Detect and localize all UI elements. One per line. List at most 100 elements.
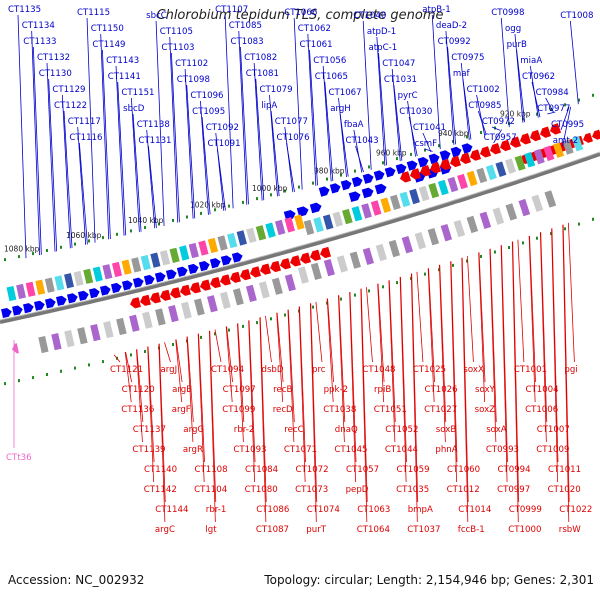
cog-block-shape: [531, 194, 544, 212]
cog-block-shape: [121, 259, 132, 275]
cog-block-shape: [294, 214, 305, 230]
leader-line: [326, 298, 334, 403]
gene-label: CT0985: [468, 101, 501, 111]
leader-line: [493, 129, 502, 144]
reverse-cds-shape: [130, 297, 141, 309]
forward-cds: [143, 274, 155, 286]
leader-line: [307, 33, 317, 186]
gene-label: atpC-1: [369, 43, 398, 53]
gene-label: dsbD: [262, 365, 284, 375]
track-dot: [102, 236, 104, 240]
leader-line: [269, 94, 278, 197]
leader-line: [551, 228, 559, 463]
cog-block: [25, 281, 36, 297]
leader-line: [124, 352, 132, 403]
gene-label: CT0995: [551, 120, 584, 130]
cog-block: [361, 203, 372, 219]
track-dot: [438, 144, 440, 148]
reverse-cds-shape: [300, 252, 311, 264]
cog-block-shape: [457, 173, 468, 190]
track-dot: [102, 360, 104, 364]
leader-line: [225, 326, 233, 403]
reverse-cds: [510, 136, 522, 148]
leader-line: [501, 245, 508, 463]
track-dot: [326, 177, 328, 181]
gene-label: miaA: [520, 56, 542, 66]
leader-line: [562, 224, 570, 523]
forward-cds-shape: [329, 183, 341, 194]
leader-line: [551, 228, 558, 483]
cog-block-shape: [194, 298, 205, 316]
track-dot: [158, 222, 160, 226]
cog-block: [64, 273, 74, 289]
forward-cds: [176, 266, 188, 277]
track-dot: [564, 103, 566, 107]
track-dot: [172, 343, 174, 346]
leader-line: [214, 329, 222, 363]
track-dot: [32, 376, 34, 380]
track-dot: [228, 204, 230, 208]
scale-tick-label: 1000 kbp: [252, 184, 288, 193]
gene-label: CT1095: [192, 107, 225, 117]
cog-block: [38, 335, 49, 354]
gene-label: CT1142: [144, 485, 177, 495]
leader-line: [422, 132, 432, 153]
forward-cds: [283, 209, 296, 221]
leader-line: [529, 235, 536, 383]
cog-block-shape: [102, 264, 113, 280]
reverse-cds: [240, 268, 251, 281]
forward-cds: [374, 183, 387, 195]
leader-line: [562, 224, 570, 503]
cog-block: [370, 200, 382, 216]
cog-block-shape: [38, 335, 49, 354]
forward-cds-shape: [417, 157, 429, 168]
gene-label: CT1150: [91, 24, 124, 34]
gene-label: purT: [306, 525, 326, 535]
gene-label: CT1084: [245, 465, 278, 475]
cog-block-shape: [188, 242, 199, 259]
cog-block: [284, 274, 296, 292]
gene-label: CT1030: [399, 107, 432, 117]
forward-cds: [417, 157, 429, 168]
gene-label: CT1091: [208, 139, 241, 149]
cog-block: [389, 194, 401, 211]
reverse-cds: [290, 255, 301, 267]
gene-label: soxZ: [475, 405, 496, 415]
gene-label: CT1087: [256, 525, 289, 535]
leader-line: [461, 257, 469, 503]
gene-label: soxB: [436, 425, 457, 435]
cog-block: [362, 247, 374, 265]
gene-label: CT1137: [133, 425, 166, 435]
cog-block: [375, 243, 387, 262]
track-dot: [60, 245, 62, 249]
leader-line: [255, 78, 265, 201]
forward-cds-shape: [110, 282, 122, 294]
track-dot: [312, 305, 314, 309]
leader-line: [416, 271, 424, 363]
reverse-cds-shape: [583, 132, 593, 143]
rna-label: CTt36: [6, 453, 32, 463]
leader-line: [117, 81, 127, 236]
track-dot: [242, 200, 244, 204]
leader-line: [147, 346, 155, 483]
gene-label: CT1143: [106, 56, 139, 66]
cog-block: [495, 161, 507, 177]
cog-block-shape: [6, 285, 17, 302]
cog-block: [322, 214, 334, 230]
cog-block: [518, 198, 531, 217]
forward-cds-shape: [361, 187, 374, 199]
gene-label: CT1052: [385, 425, 418, 435]
cog-block: [116, 317, 127, 336]
backbone-highlight: [0, 151, 600, 321]
cog-block-shape: [111, 261, 123, 278]
track-dot: [32, 252, 34, 256]
track-dot: [186, 215, 188, 219]
leader-line: [349, 291, 357, 463]
leader-line: [248, 320, 256, 483]
forward-cds: [110, 282, 122, 294]
track-dot: [354, 169, 356, 173]
cog-block-shape: [401, 236, 414, 254]
leader-line: [528, 235, 536, 403]
gene-label: pgi: [564, 365, 577, 375]
